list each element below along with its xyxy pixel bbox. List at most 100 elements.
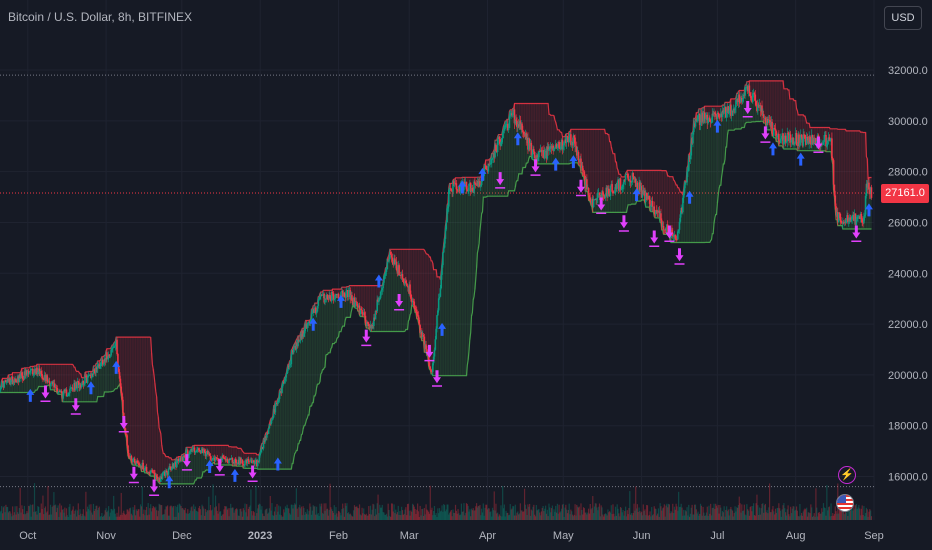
volume-bar xyxy=(657,513,659,520)
volume-bar xyxy=(27,512,29,520)
candle-body xyxy=(33,369,36,375)
candle-body xyxy=(671,232,674,237)
volume-bar xyxy=(181,508,183,520)
volume-bar xyxy=(354,506,356,520)
volume-bar xyxy=(150,511,153,520)
candle-body xyxy=(202,448,204,454)
volume-bar xyxy=(187,509,189,520)
candle-body xyxy=(672,236,675,238)
volume-bar xyxy=(671,512,673,520)
candle-body xyxy=(0,387,2,390)
volume-bar xyxy=(469,509,471,520)
candle-body xyxy=(866,183,869,188)
volume-bar xyxy=(426,509,428,520)
candle-body xyxy=(626,173,629,175)
volume-bar xyxy=(651,507,653,520)
volume-bar xyxy=(747,510,750,520)
volume-bar xyxy=(229,508,231,520)
volume-bar xyxy=(443,505,446,520)
price-axis[interactable]: 32000.030000.028000.026000.024000.022000… xyxy=(888,65,928,484)
candle-body xyxy=(48,381,51,386)
lightning-icon[interactable]: ⚡ xyxy=(838,466,856,484)
candle-body xyxy=(362,312,365,315)
volume-bar xyxy=(417,511,420,520)
volume-bar xyxy=(464,515,466,520)
volume-bar xyxy=(253,512,255,520)
candle-body xyxy=(181,457,183,462)
candle-body xyxy=(330,297,332,301)
volume-bar xyxy=(572,516,575,520)
volume-bar xyxy=(822,503,825,520)
candle-body xyxy=(647,195,650,199)
currency-button[interactable]: USD xyxy=(884,6,922,30)
candle-body xyxy=(17,376,20,383)
volume-bar xyxy=(227,508,229,520)
volume-bar xyxy=(701,515,703,520)
candle-body xyxy=(653,206,656,212)
volume-bar xyxy=(773,511,775,520)
time-axis[interactable]: Oct Nov Dec 2023 Feb Mar Apr May Jun Jul Aug Sep xyxy=(19,530,884,542)
volume-bar xyxy=(239,509,241,520)
volume-bar xyxy=(559,512,561,520)
volume-bar xyxy=(326,508,329,520)
candle-body xyxy=(457,189,459,191)
candle-body xyxy=(780,138,783,140)
candle-body xyxy=(361,310,363,314)
candle-body xyxy=(782,133,784,145)
volume-bar xyxy=(55,512,58,520)
candle-body xyxy=(130,455,133,461)
volume-bar xyxy=(450,510,452,520)
candle-body xyxy=(326,294,329,299)
candle-body xyxy=(446,208,448,223)
candle-body xyxy=(248,460,251,462)
volume-bar xyxy=(752,503,755,520)
candle-body xyxy=(288,364,291,367)
volume-bar xyxy=(230,508,233,520)
candle-body xyxy=(811,135,814,145)
candle-body xyxy=(452,181,454,192)
volume-bar xyxy=(690,507,692,520)
volume-bar xyxy=(849,510,852,520)
candle-body xyxy=(413,301,416,308)
candle-body xyxy=(776,135,778,138)
candle-body xyxy=(336,294,338,296)
candle-body xyxy=(384,271,387,275)
volume-bar xyxy=(793,506,795,520)
candle-body xyxy=(389,251,392,255)
candle-body xyxy=(376,299,379,312)
candle-body xyxy=(365,322,368,327)
candle-body xyxy=(186,450,188,452)
volume-bar xyxy=(409,515,411,520)
volume-bar xyxy=(719,504,721,520)
candle-body xyxy=(282,381,285,383)
volume-bar xyxy=(812,515,814,520)
volume-bar xyxy=(785,515,788,520)
candle-body xyxy=(453,181,455,185)
candle-body xyxy=(710,122,713,124)
volume-bar xyxy=(747,509,749,520)
candle-body xyxy=(162,472,165,474)
volume-bar xyxy=(609,512,612,520)
candle-body xyxy=(515,119,517,121)
buy-signal-arrow xyxy=(374,274,383,288)
volume-bar xyxy=(730,506,732,520)
candle-body xyxy=(743,94,746,96)
buy-signal-arrow xyxy=(112,360,121,374)
volume-bar xyxy=(381,504,383,520)
volume-bar xyxy=(105,508,107,520)
candle-body xyxy=(737,94,740,103)
volume-bar xyxy=(362,513,364,520)
volume-bar xyxy=(171,506,173,520)
us-flag-icon[interactable] xyxy=(836,494,854,512)
candle-body xyxy=(423,336,426,349)
volume-bar xyxy=(304,514,306,520)
candle-body xyxy=(696,119,698,121)
volume-bar xyxy=(470,508,473,520)
candle-body xyxy=(74,382,77,391)
volume-bar xyxy=(129,508,131,520)
candle-body xyxy=(741,98,743,102)
candle-body xyxy=(410,294,412,299)
candle-body xyxy=(571,141,574,146)
candle-body xyxy=(527,138,530,150)
